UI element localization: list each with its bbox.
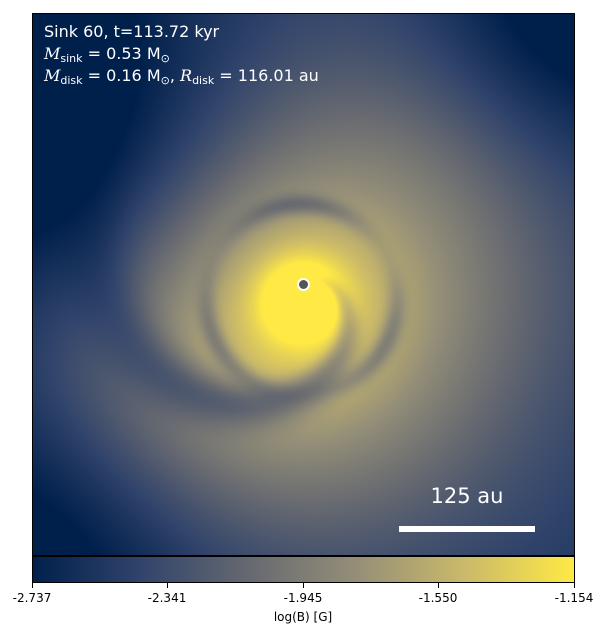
colorbar-label: log(B) [G] [273, 610, 333, 624]
colorbar-gradient [33, 557, 574, 582]
magnetic-field-map: Sink 60, t=113.72 kyr Msink = 0.53 M⊙ Md… [32, 13, 575, 556]
colorbar [32, 556, 575, 583]
scalebar [399, 526, 535, 532]
annotation-disk-properties: Mdisk = 0.16 M⊙, Rdisk = 116.01 au [44, 66, 319, 87]
scalebar-label: 125 au [430, 484, 504, 508]
annotation-sink-mass: Msink = 0.53 M⊙ [44, 44, 170, 65]
colorbar-tick-label: -1.945 [283, 591, 323, 605]
colorbar-tick [167, 583, 168, 588]
annotation-sink-time: Sink 60, t=113.72 kyr [44, 22, 220, 41]
colorbar-tick-label: -2.737 [12, 591, 52, 605]
colorbar-tick-label: -1.550 [418, 591, 458, 605]
colorbar-tick [303, 583, 304, 588]
colorbar-tick [574, 583, 575, 588]
colorbar-tick-label: -1.154 [554, 591, 594, 605]
sink-marker-icon [297, 278, 310, 291]
colorbar-tick [438, 583, 439, 588]
colorbar-tick-label: -2.341 [147, 591, 187, 605]
colorbar-tick [32, 583, 33, 588]
